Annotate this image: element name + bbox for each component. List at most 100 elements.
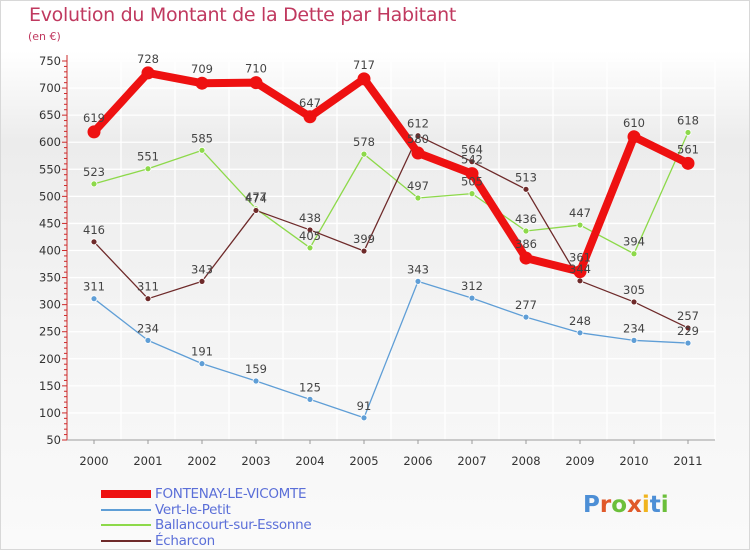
data-point	[252, 207, 260, 214]
data-label: 386	[515, 237, 537, 251]
y-tick-label: 150	[39, 379, 61, 393]
y-tick-label: 100	[39, 406, 61, 420]
chart-title: Evolution du Montant de la Dette par Hab…	[29, 4, 457, 26]
data-label: 523	[83, 165, 105, 179]
x-tick-label: 2010	[619, 454, 648, 468]
y-tick-label: 500	[39, 189, 61, 203]
data-point	[357, 72, 371, 86]
data-label: 438	[299, 211, 321, 225]
data-label: 191	[191, 345, 213, 359]
logo-letter: i	[641, 492, 650, 518]
legend-swatch	[101, 540, 151, 542]
logo-letter: i	[660, 492, 669, 518]
data-label: 710	[245, 62, 267, 76]
data-point	[576, 277, 584, 285]
data-label: 361	[569, 251, 591, 265]
data-label: 477	[245, 190, 267, 204]
data-label: 311	[137, 280, 159, 294]
data-point	[90, 238, 98, 246]
data-point	[144, 295, 152, 303]
data-label: 399	[353, 232, 375, 246]
data-label: 619	[83, 111, 105, 125]
y-tick-label: 50	[46, 433, 61, 447]
data-point	[576, 329, 584, 337]
data-label: 717	[353, 58, 375, 72]
data-label: 234	[137, 321, 159, 335]
series-line-0	[90, 68, 692, 276]
data-point	[522, 227, 530, 235]
data-label: 305	[623, 283, 645, 297]
data-label: 612	[407, 117, 429, 131]
data-point	[360, 414, 368, 422]
data-point	[87, 125, 101, 139]
data-label: 394	[623, 235, 645, 249]
data-point	[144, 165, 152, 173]
y-tick-label: 650	[39, 108, 61, 122]
data-label: 561	[677, 142, 699, 156]
data-label: 447	[569, 206, 591, 220]
y-tick-label: 300	[39, 298, 61, 312]
data-label: 585	[191, 131, 213, 145]
logo-letter: x	[627, 492, 642, 518]
data-point	[468, 294, 476, 302]
y-tick-label: 250	[39, 325, 61, 339]
data-label: 436	[515, 212, 537, 226]
x-tick-label: 2009	[565, 454, 594, 468]
data-label: 229	[677, 324, 699, 338]
data-point	[90, 180, 98, 188]
logo-letter: P	[583, 492, 600, 518]
data-label: 257	[677, 309, 699, 323]
legend-item: Ballancourt-sur-Essonne	[101, 517, 312, 533]
data-point	[249, 76, 263, 90]
legend-swatch	[101, 509, 151, 511]
logo-letter: t	[649, 492, 661, 518]
data-label: 125	[299, 380, 321, 394]
y-tick-label: 600	[39, 135, 61, 149]
data-point	[144, 336, 152, 344]
chart-unit: (en €)	[28, 30, 61, 43]
data-label: 647	[299, 96, 321, 110]
y-tick-label: 750	[39, 54, 61, 68]
legend-item: Vert-le-Petit	[101, 502, 231, 518]
data-label: 312	[461, 279, 483, 293]
data-label: 234	[623, 321, 645, 335]
data-point	[303, 110, 317, 124]
legend-item: FONTENAY-LE-VICOMTE	[101, 486, 307, 502]
data-point	[360, 247, 368, 255]
x-tick-label: 2001	[133, 454, 162, 468]
legend-label: Vert-le-Petit	[155, 502, 231, 518]
logo-letter: o	[611, 492, 628, 518]
legend-label: Ballancourt-sur-Essonne	[155, 517, 312, 533]
data-point	[252, 377, 260, 385]
x-tick-label: 2003	[241, 454, 270, 468]
data-point	[414, 132, 422, 140]
legend-item: Écharcon	[101, 533, 215, 549]
series-line-1	[93, 280, 689, 419]
data-point	[684, 339, 692, 347]
legend-label: Écharcon	[155, 533, 215, 549]
data-point	[573, 265, 587, 279]
x-tick-label: 2011	[673, 454, 702, 468]
y-tick-label: 400	[39, 244, 61, 258]
series-line-2	[93, 131, 689, 255]
y-tick-label: 200	[39, 352, 61, 366]
legend-swatch	[101, 490, 151, 498]
data-point	[198, 360, 206, 368]
data-label: 91	[357, 399, 372, 413]
data-label: 618	[677, 113, 699, 127]
data-label: 580	[407, 132, 429, 146]
data-point	[195, 76, 209, 90]
y-tick-label: 550	[39, 162, 61, 176]
legend-swatch	[101, 524, 151, 526]
data-label: 277	[515, 298, 537, 312]
x-tick-label: 2005	[349, 454, 378, 468]
y-tick-label: 700	[39, 81, 61, 95]
data-label: 344	[569, 262, 591, 276]
data-label: 159	[245, 362, 267, 376]
data-point	[630, 298, 638, 306]
data-point	[519, 251, 533, 265]
x-tick-label: 2007	[457, 454, 486, 468]
data-point	[141, 66, 155, 80]
